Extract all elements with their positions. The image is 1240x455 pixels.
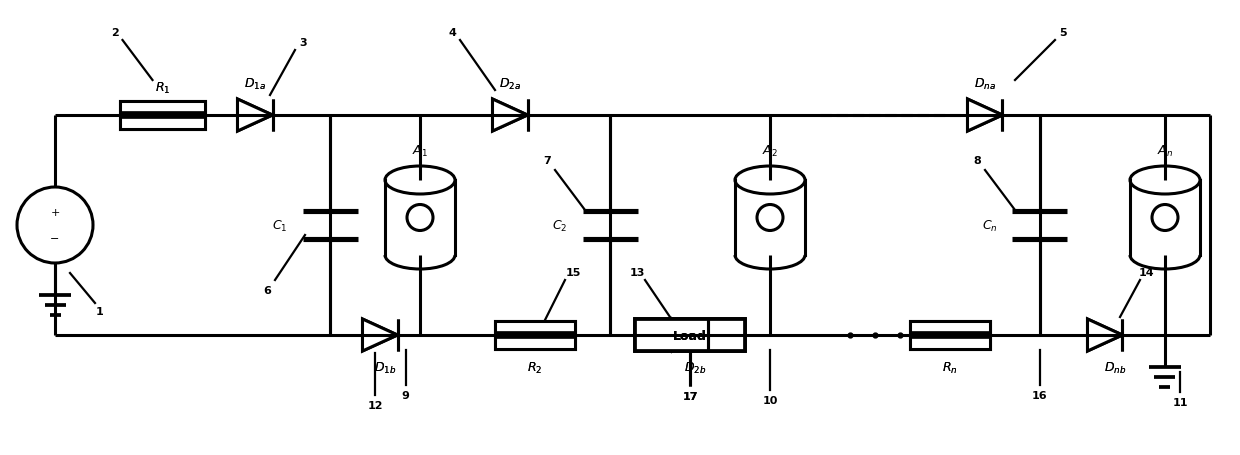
Text: $D_{nb}$: $D_{nb}$ [1104,359,1126,375]
Text: $R_2$: $R_2$ [527,359,543,375]
Text: Load: Load [673,329,707,342]
Ellipse shape [735,167,805,195]
Polygon shape [492,100,527,131]
Text: $D_{2b}$: $D_{2b}$ [683,359,706,375]
Text: 17: 17 [682,391,698,401]
Text: $A_n$: $A_n$ [1157,143,1173,158]
Text: $D_{2a}$: $D_{2a}$ [498,76,521,91]
Polygon shape [492,100,527,131]
Bar [495,321,575,349]
Text: Load: Load [673,329,707,342]
Circle shape [756,205,782,231]
Text: 6: 6 [263,285,270,295]
Text: 4: 4 [448,28,456,38]
Bar [120,102,205,130]
Text: 16: 16 [1032,390,1048,400]
Text: $D_{na}$: $D_{na}$ [975,76,996,91]
Ellipse shape [1130,167,1200,195]
Text: $D_{1b}$: $D_{1b}$ [373,359,396,375]
Text: $D_{1a}$: $D_{1a}$ [244,76,267,91]
Text: $R_2$: $R_2$ [527,359,543,375]
Bar [635,319,745,351]
Circle shape [1152,205,1178,231]
Bar [495,321,575,349]
Text: 9: 9 [402,390,409,400]
Text: 11: 11 [1172,397,1188,407]
Polygon shape [238,100,273,131]
Polygon shape [238,100,273,131]
Polygon shape [967,100,1002,131]
Text: 5: 5 [1059,28,1066,38]
Ellipse shape [384,167,455,195]
Text: $C_1$: $C_1$ [273,218,288,233]
Text: 17: 17 [682,391,698,401]
Circle shape [407,205,433,231]
Text: 1: 1 [97,306,104,316]
Bar [910,321,990,349]
Text: 8: 8 [973,156,981,166]
Polygon shape [967,100,1002,131]
Polygon shape [672,319,708,351]
Ellipse shape [735,242,805,269]
Ellipse shape [384,242,455,269]
Text: $D_{1b}$: $D_{1b}$ [373,359,396,375]
Text: $D_{na}$: $D_{na}$ [975,76,996,91]
Text: −: − [51,233,60,243]
Circle shape [17,187,93,263]
Text: 2: 2 [110,28,118,38]
Polygon shape [362,319,398,351]
Text: $R_n$: $R_n$ [942,359,957,375]
Text: $D_{1a}$: $D_{1a}$ [244,76,267,91]
Polygon shape [1087,319,1122,351]
Text: $D_{2b}$: $D_{2b}$ [683,359,706,375]
Text: $C_n$: $C_n$ [982,218,998,233]
Bar [120,102,205,130]
Text: $D_{nb}$: $D_{nb}$ [1104,359,1126,375]
Text: $R_n$: $R_n$ [942,359,957,375]
Text: 10: 10 [763,395,777,405]
Text: 12: 12 [367,400,383,410]
Polygon shape [1087,319,1122,351]
Text: 7: 7 [543,156,551,166]
Text: 3: 3 [299,38,306,48]
Text: +: + [51,207,60,217]
Text: $R_1$: $R_1$ [155,80,170,96]
Ellipse shape [1130,242,1200,269]
Bar [910,321,990,349]
Text: $D_{2a}$: $D_{2a}$ [498,76,521,91]
Bar [635,319,745,351]
Text: $C_2$: $C_2$ [552,218,568,233]
Text: $A_2$: $A_2$ [763,143,777,158]
Text: $A_1$: $A_1$ [412,143,428,158]
Text: $R_1$: $R_1$ [155,80,170,96]
Text: 14: 14 [1140,268,1154,278]
Polygon shape [672,319,708,351]
Text: 15: 15 [565,268,580,278]
Text: 13: 13 [630,268,645,278]
Polygon shape [362,319,398,351]
